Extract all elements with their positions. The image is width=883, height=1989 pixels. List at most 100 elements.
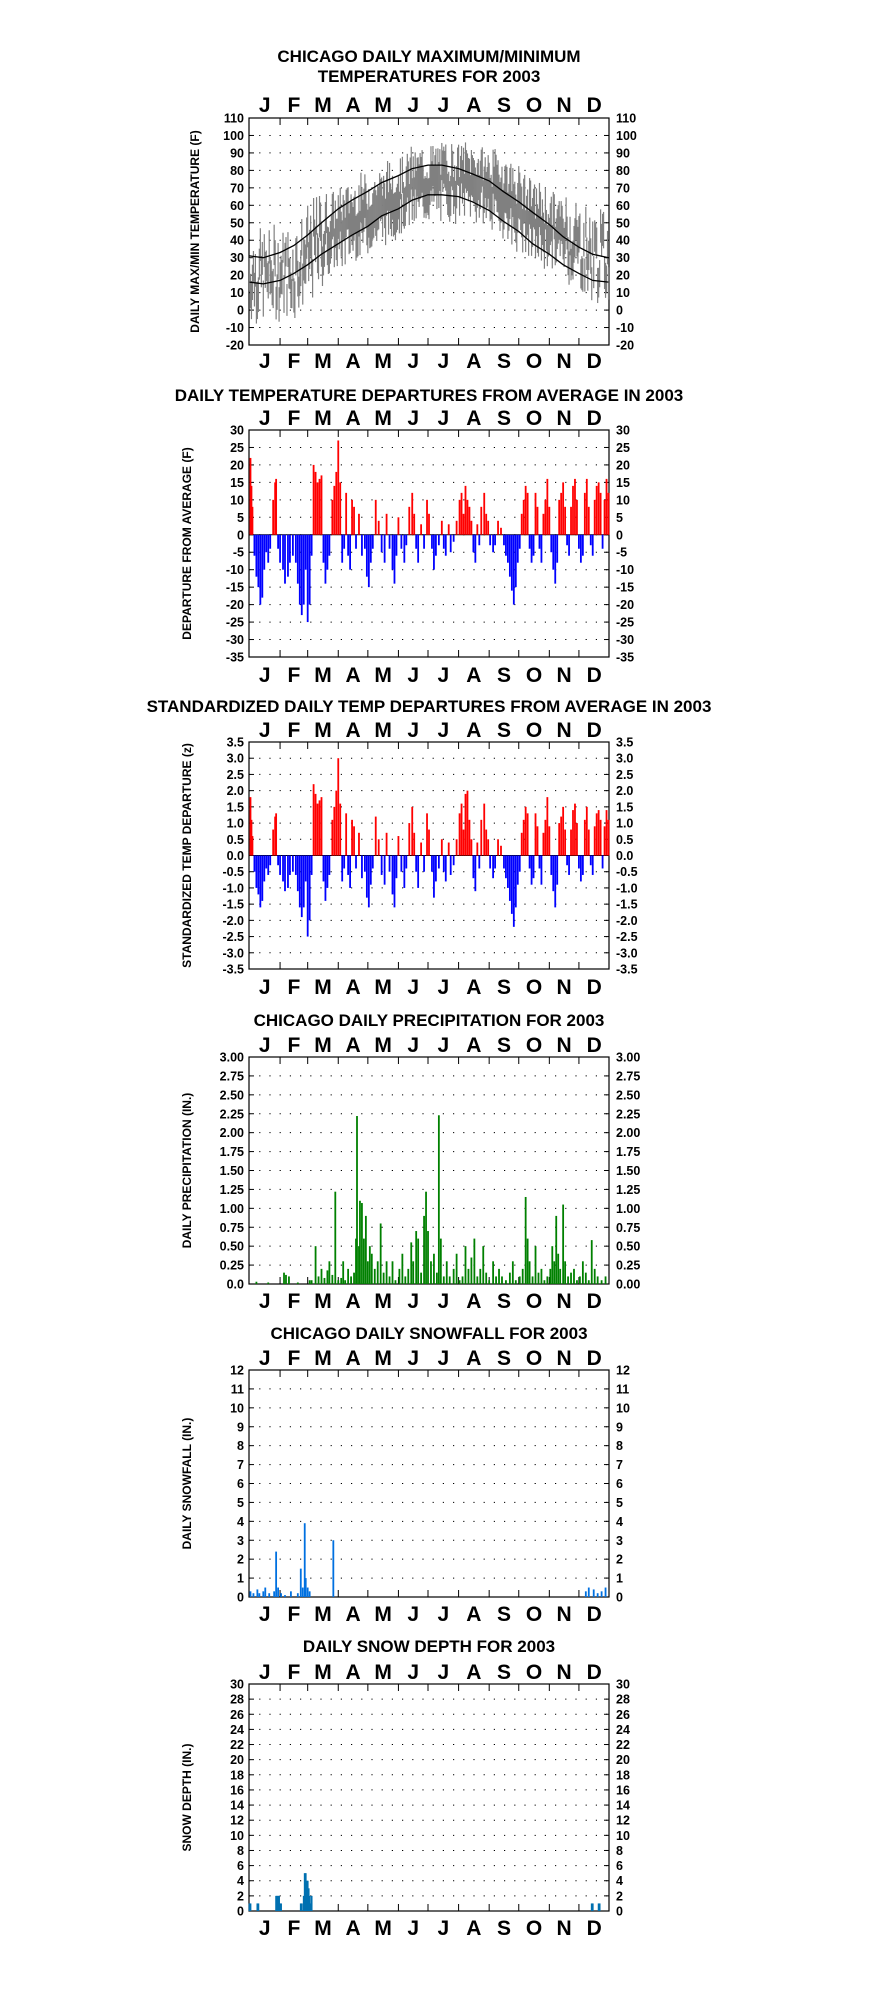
month-label-bottom: N — [557, 976, 572, 999]
data-bar — [574, 803, 576, 856]
data-bar — [503, 534, 505, 546]
data-bar — [514, 1280, 517, 1284]
data-bar — [326, 534, 329, 570]
data-bar — [505, 1280, 507, 1284]
month-label-bottom: S — [497, 1290, 511, 1313]
data-bar — [512, 534, 515, 605]
data-bar — [304, 1578, 307, 1597]
month-label-top: D — [587, 1661, 602, 1684]
month-label-top: N — [557, 719, 572, 742]
data-bar — [397, 836, 400, 856]
month-label-top: A — [466, 94, 481, 117]
data-bar — [306, 534, 309, 623]
y-tick-label: 7 — [237, 1458, 244, 1472]
data-bar — [353, 826, 355, 856]
y-tick-label: 20 — [230, 269, 244, 283]
y-tick-label-right: 3.00 — [616, 1051, 640, 1065]
data-bar — [412, 1261, 415, 1284]
data-bar — [579, 855, 582, 882]
data-bar — [263, 855, 266, 882]
data-bar — [576, 1280, 578, 1284]
data-bar — [572, 485, 574, 535]
data-bar — [302, 1895, 305, 1911]
data-bar — [411, 806, 414, 856]
data-bar — [445, 1261, 448, 1284]
y-tick-label-right: 2.00 — [616, 1126, 640, 1140]
data-bar — [306, 1880, 309, 1911]
y-tick-label-right: 1.75 — [616, 1145, 640, 1159]
data-bar — [351, 819, 353, 856]
data-bar — [347, 534, 350, 556]
y-tick-label-right: -25 — [616, 616, 634, 630]
data-bar — [530, 855, 533, 885]
data-bar — [269, 855, 272, 866]
y-tick-label-right: 1 — [616, 1572, 623, 1586]
data-bar — [423, 1215, 425, 1284]
month-label-bottom: M — [374, 1603, 392, 1626]
month-label-top: M — [314, 719, 332, 742]
data-bar — [404, 1276, 407, 1284]
y-tick-label-right: 3.5 — [616, 736, 633, 750]
data-bar — [508, 534, 511, 577]
data-bar — [485, 513, 488, 535]
y-tick-label-right: 60 — [616, 199, 630, 213]
data-bar — [464, 1246, 467, 1284]
y-tick-label: 5 — [237, 511, 244, 525]
y-tick-label-right: -20 — [616, 339, 634, 353]
data-bar — [423, 534, 425, 549]
data-bar — [505, 855, 507, 879]
data-bar — [467, 1268, 470, 1284]
data-bar — [304, 1873, 307, 1911]
y-tick-label: 1 — [237, 1572, 244, 1586]
data-bar — [470, 839, 473, 856]
data-bar — [317, 1276, 320, 1284]
data-bar — [353, 1272, 355, 1284]
y-tick-label-right: 3.0 — [616, 752, 633, 766]
month-label-bottom: N — [557, 1603, 572, 1626]
month-label-bottom: M — [314, 1917, 332, 1940]
data-bar — [255, 1281, 258, 1284]
data-bar — [312, 464, 315, 535]
data-bar — [403, 855, 406, 888]
data-bar — [385, 832, 388, 856]
data-bar — [272, 499, 275, 535]
y-tick-label-right: 20 — [616, 269, 630, 283]
data-bar — [516, 534, 519, 563]
data-bar — [420, 524, 423, 535]
data-bar — [257, 1903, 260, 1911]
month-label-bottom: D — [587, 976, 602, 999]
data-bar — [440, 520, 443, 535]
y-tick-label: 2.5 — [227, 768, 244, 782]
y-tick-label: -3.5 — [222, 963, 244, 977]
data-bar — [476, 1276, 479, 1284]
data-bar — [518, 1276, 521, 1284]
month-label-top: N — [557, 1034, 572, 1057]
data-bar — [374, 499, 377, 535]
data-bar — [442, 855, 445, 872]
y-tick-label-right: 50 — [616, 216, 630, 230]
data-bar — [437, 855, 440, 869]
data-bar — [391, 1261, 394, 1284]
data-bar — [479, 1268, 482, 1284]
month-label-top: M — [314, 1661, 332, 1684]
data-bar — [534, 813, 537, 856]
data-bar — [371, 855, 374, 869]
data-bar — [383, 534, 386, 563]
data-bar — [553, 1261, 556, 1284]
data-bar — [337, 440, 340, 535]
month-label-bottom: A — [345, 664, 360, 687]
y-tick-label-right: 2.75 — [616, 1069, 640, 1083]
month-label-top: N — [557, 407, 572, 430]
data-bar — [248, 1903, 251, 1911]
data-bar — [411, 492, 414, 535]
y-tick-label: 30 — [230, 424, 244, 438]
month-label-top: J — [437, 94, 449, 117]
y-tick-label: 24 — [230, 1723, 244, 1737]
y-tick-label: 10 — [230, 286, 244, 300]
data-bar — [452, 855, 455, 866]
y-tick-label: 16 — [230, 1783, 244, 1797]
month-label-top: D — [587, 719, 602, 742]
y-tick-label-right: 16 — [616, 1783, 630, 1797]
data-bar — [427, 1231, 429, 1284]
data-bar — [600, 1591, 603, 1597]
